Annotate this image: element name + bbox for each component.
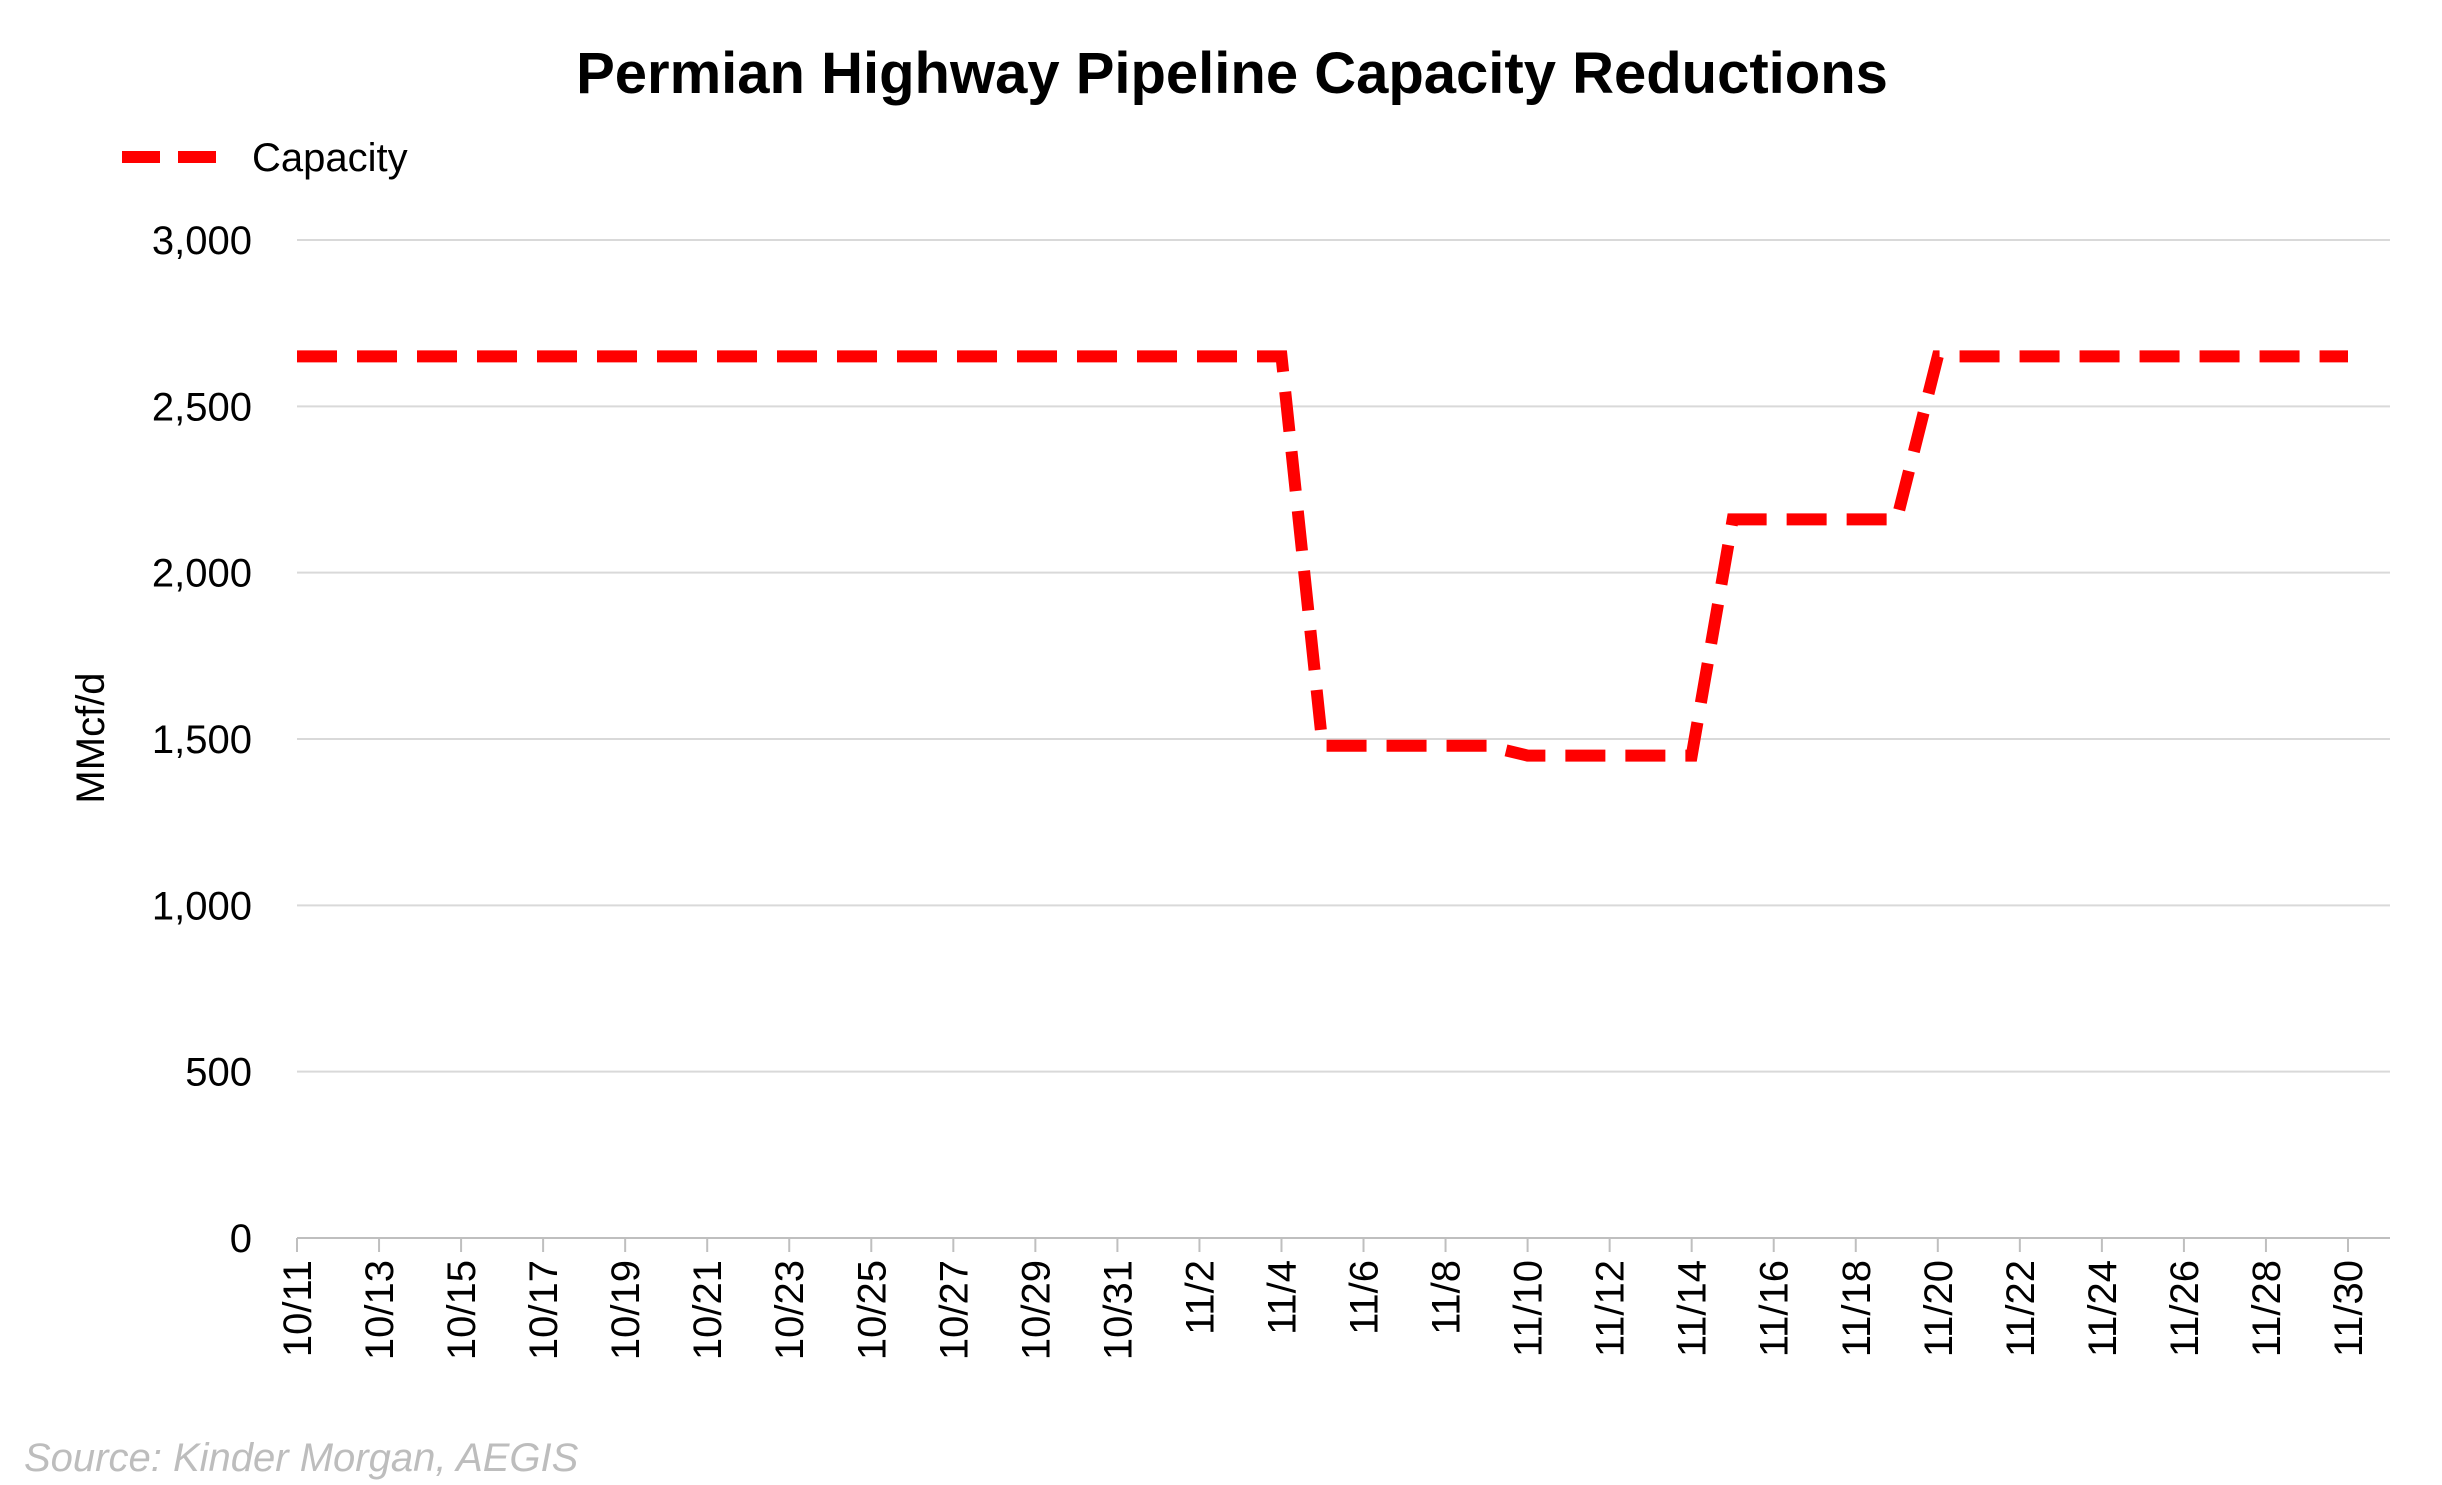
- x-tick-label: 10/27: [932, 1260, 976, 1360]
- x-tick-label: 10/31: [1096, 1260, 1140, 1360]
- x-tick-label: 11/22: [1999, 1260, 2043, 1357]
- y-tick-label: 2,000: [152, 552, 252, 596]
- legend: Capacity: [122, 136, 408, 180]
- gridlines: [297, 239, 2390, 1073]
- y-tick-label: 2,500: [152, 385, 252, 429]
- y-tick-label: 0: [230, 1217, 252, 1261]
- y-tick-label: 500: [185, 1051, 252, 1095]
- x-tick-label: 11/16: [1753, 1260, 1797, 1357]
- x-tick-label: 11/6: [1343, 1260, 1387, 1335]
- x-tick-label: 11/26: [2163, 1260, 2207, 1357]
- x-tick-label: 10/21: [686, 1260, 730, 1360]
- x-tick-label: 10/23: [768, 1260, 812, 1360]
- y-tick-label: 3,000: [152, 219, 252, 263]
- legend-label-capacity: Capacity: [252, 136, 408, 180]
- x-tick-label: 11/8: [1425, 1260, 1469, 1335]
- x-tick-label: 11/24: [2081, 1260, 2125, 1357]
- x-axis-ticks: 10/11 10/13 10/15 10/17 10/19 10/21 10/23 10/25…: [276, 1238, 2371, 1360]
- x-tick-label: 11/2: [1178, 1260, 1222, 1335]
- x-tick-label: 10/17: [522, 1260, 566, 1360]
- source-note: Source: Kinder Morgan, AEGIS: [24, 1436, 579, 1480]
- y-tick-label: 1,500: [152, 718, 252, 762]
- x-tick-label: 11/20: [1917, 1260, 1961, 1357]
- x-tick-label: 11/10: [1507, 1260, 1551, 1357]
- x-tick-label: 10/11: [276, 1260, 320, 1357]
- x-tick-label: 11/12: [1589, 1260, 1633, 1357]
- x-tick-label: 11/28: [2245, 1260, 2289, 1357]
- y-axis-label: MMcf/d: [69, 672, 113, 803]
- x-tick-label: 10/19: [604, 1260, 648, 1360]
- x-tick-label: 11/14: [1671, 1260, 1715, 1357]
- x-tick-label: 10/25: [850, 1260, 894, 1360]
- y-tick-label: 1,000: [152, 884, 252, 928]
- x-tick-label: 11/30: [2327, 1260, 2371, 1357]
- y-axis-ticks: 0 500 1,000 1,500 2,000 2,500 3,000: [152, 219, 252, 1261]
- series-line-capacity: [297, 350, 2348, 762]
- chart-title: Permian Highway Pipeline Capacity Reduct…: [576, 41, 1888, 106]
- x-tick-label: 11/4: [1260, 1260, 1304, 1335]
- x-tick-label: 10/13: [358, 1260, 402, 1360]
- x-tick-label: 10/15: [440, 1260, 484, 1360]
- x-tick-label: 10/29: [1014, 1260, 1058, 1360]
- x-tick-label: 11/18: [1835, 1260, 1879, 1357]
